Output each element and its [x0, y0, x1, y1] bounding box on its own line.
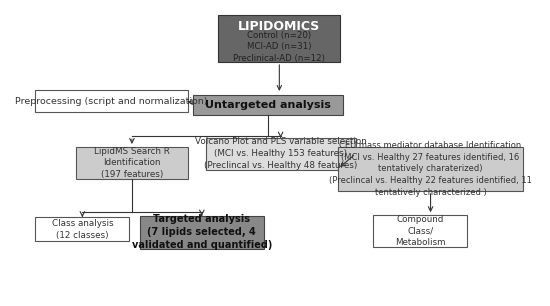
FancyBboxPatch shape	[76, 147, 188, 179]
Text: CEU mass mediator database Identification
(MCI vs. Healthy 27 features identifie: CEU mass mediator database Identificatio…	[329, 141, 532, 197]
Text: Class analysis
(12 classes): Class analysis (12 classes)	[52, 219, 113, 240]
Text: Control (n=20)
MCI-AD (n=31)
Preclinical-AD (n=12): Control (n=20) MCI-AD (n=31) Preclinical…	[233, 31, 325, 63]
FancyBboxPatch shape	[373, 215, 468, 247]
Text: Untargeted analysis: Untargeted analysis	[205, 100, 331, 110]
FancyBboxPatch shape	[206, 138, 356, 170]
FancyBboxPatch shape	[140, 216, 264, 248]
FancyBboxPatch shape	[218, 15, 340, 62]
Text: LipidMS Search R
Identification
(197 features): LipidMS Search R Identification (197 fea…	[94, 147, 170, 179]
Text: Targeted analysis
(7 lipids selected, 4
validated and quantified): Targeted analysis (7 lipids selected, 4 …	[131, 214, 272, 250]
Text: LIPIDOMICS: LIPIDOMICS	[238, 20, 321, 33]
Text: Preprocessing (script and normalization): Preprocessing (script and normalization)	[15, 97, 208, 106]
FancyBboxPatch shape	[35, 217, 129, 241]
Text: Compound
Class/
Metabolism: Compound Class/ Metabolism	[395, 215, 446, 247]
FancyBboxPatch shape	[193, 95, 343, 115]
FancyBboxPatch shape	[35, 90, 188, 112]
FancyBboxPatch shape	[338, 147, 523, 191]
Text: Volcano Plot and PLS variable selection
(MCI vs. Healthy 153 features)
(Preclinc: Volcano Plot and PLS variable selection …	[195, 137, 366, 170]
